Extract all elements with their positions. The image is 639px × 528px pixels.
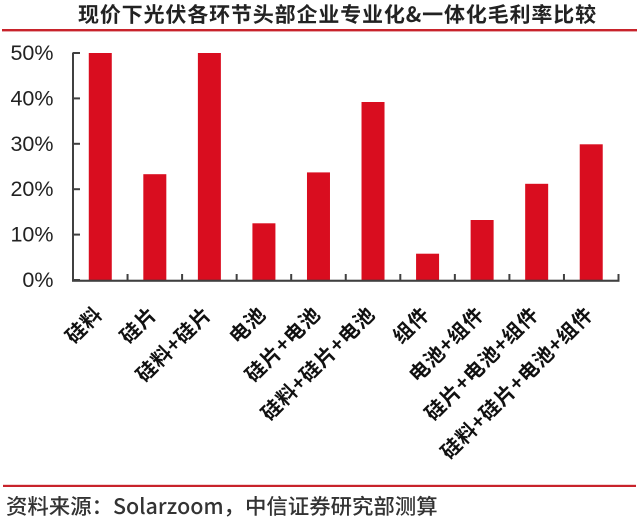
svg-text:50%: 50% [10, 41, 53, 65]
svg-text:20%: 20% [10, 177, 53, 201]
svg-text:30%: 30% [10, 132, 53, 156]
svg-text:0%: 0% [22, 268, 53, 292]
svg-text:40%: 40% [10, 86, 53, 110]
svg-text:10%: 10% [10, 223, 53, 247]
